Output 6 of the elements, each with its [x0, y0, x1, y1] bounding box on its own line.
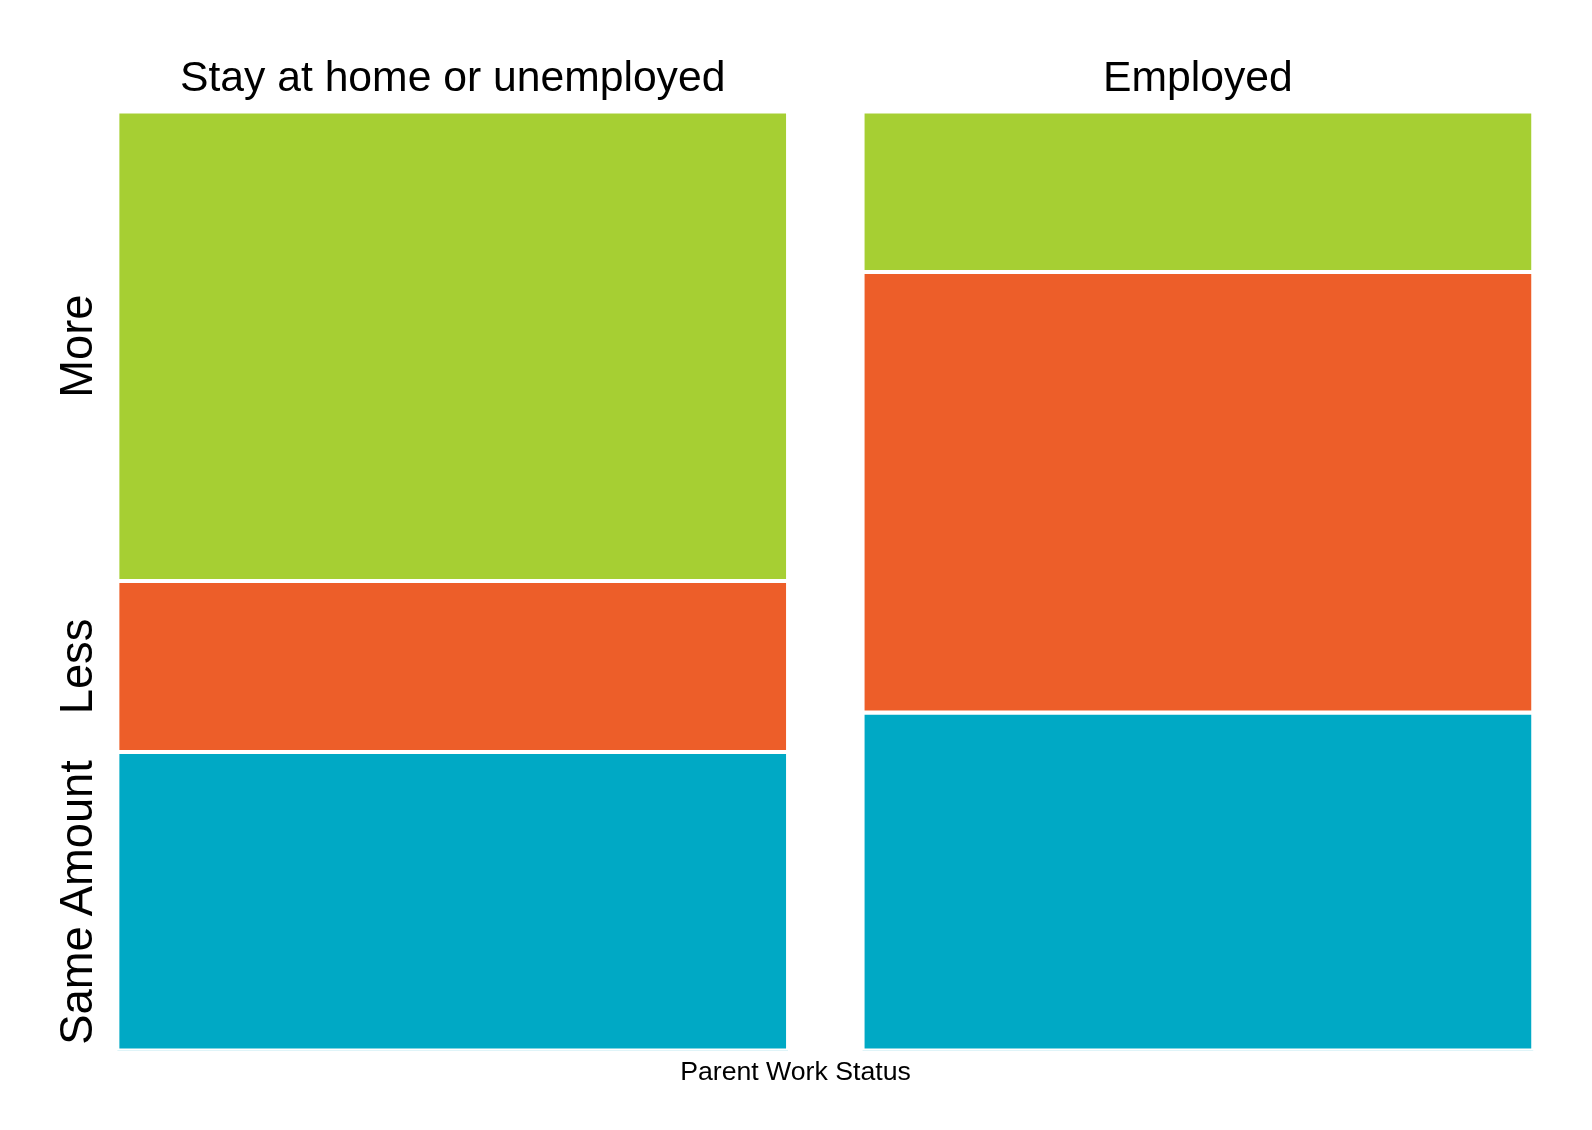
text: Same Amount — [51, 759, 103, 1045]
x-tick-label: Stay at home or unemployed — [180, 51, 726, 100]
text: Less — [51, 618, 103, 715]
x-axis-title: Parent Work Status — [680, 1055, 911, 1086]
text: More — [51, 294, 103, 398]
x-tick-label: Employed — [1103, 51, 1293, 100]
